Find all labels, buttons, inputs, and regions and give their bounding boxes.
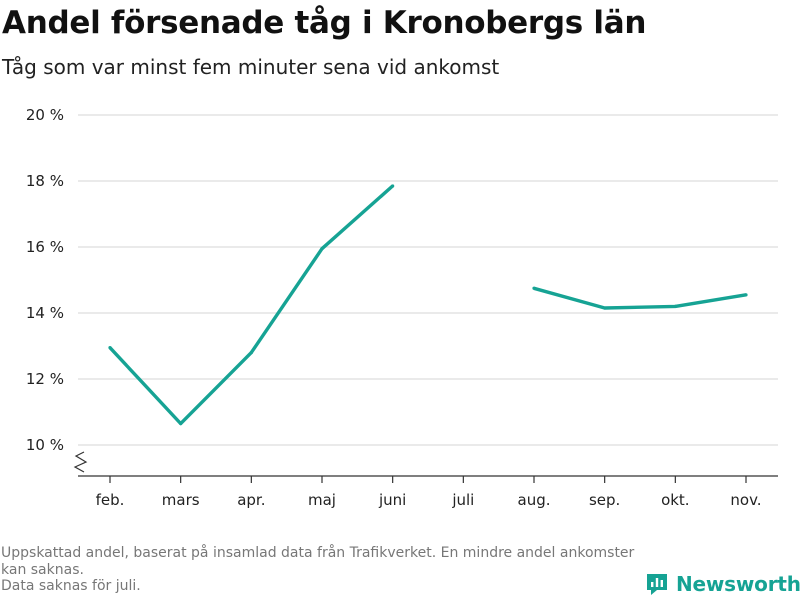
data-point <box>391 184 395 188</box>
data-point <box>673 304 677 308</box>
x-tick-label: okt. <box>661 491 690 509</box>
x-tick-label: sep. <box>589 491 620 509</box>
x-tick-label: nov. <box>730 491 761 509</box>
y-axis-ticks: 10 % 12 % 14 % 16 % 18 % 20 % <box>26 106 64 454</box>
data-point <box>179 421 183 426</box>
chart-title: Andel försenade tåg i Kronobergs län <box>2 5 647 41</box>
footnote: Uppskattad andel, baserat på insamlad da… <box>1 545 641 595</box>
x-tick-label: mars <box>162 491 200 509</box>
chart-subtitle: Tåg som var minst fem minuter sena vid a… <box>2 55 500 79</box>
series-line-segment <box>533 286 747 310</box>
footnote-missing-data: Data saknas för juli. <box>1 578 141 594</box>
newsworthy-logo-icon <box>647 574 667 595</box>
y-tick-label: 16 % <box>26 238 64 256</box>
data-point <box>108 346 112 350</box>
footnote-source: Uppskattad andel, baserat på insamlad da… <box>1 545 635 578</box>
series-lines <box>108 184 748 426</box>
data-point <box>320 247 324 251</box>
x-tick-label: juli <box>451 491 474 509</box>
y-tick-label: 20 % <box>26 106 64 124</box>
x-tick-label: feb. <box>96 491 125 509</box>
x-tick-label: aug. <box>518 491 551 509</box>
x-tick-label: juni <box>378 491 406 509</box>
series-line-segment <box>108 184 394 426</box>
x-tick-label: maj <box>308 491 336 509</box>
data-point <box>532 286 536 290</box>
line-chart: 10 % 12 % 14 % 16 % 18 % 20 % feb. mars apr. maj… <box>26 106 778 509</box>
axis-break-icon <box>73 451 88 473</box>
y-tick-label: 18 % <box>26 172 64 190</box>
brand-logo[interactable]: Newsworthy <box>645 570 800 598</box>
y-tick-label: 12 % <box>26 370 64 388</box>
x-axis <box>73 451 778 477</box>
x-axis-ticks: feb. mars apr. maj juni juli aug. sep. okt. nov. <box>96 476 762 509</box>
data-point <box>603 306 607 310</box>
data-point <box>744 293 748 297</box>
brand-name: Newsworthy <box>676 572 800 596</box>
y-tick-label: 10 % <box>26 436 64 454</box>
gridlines <box>78 114 778 446</box>
x-tick-label: apr. <box>237 491 265 509</box>
data-point <box>249 351 253 355</box>
y-tick-label: 14 % <box>26 304 64 322</box>
